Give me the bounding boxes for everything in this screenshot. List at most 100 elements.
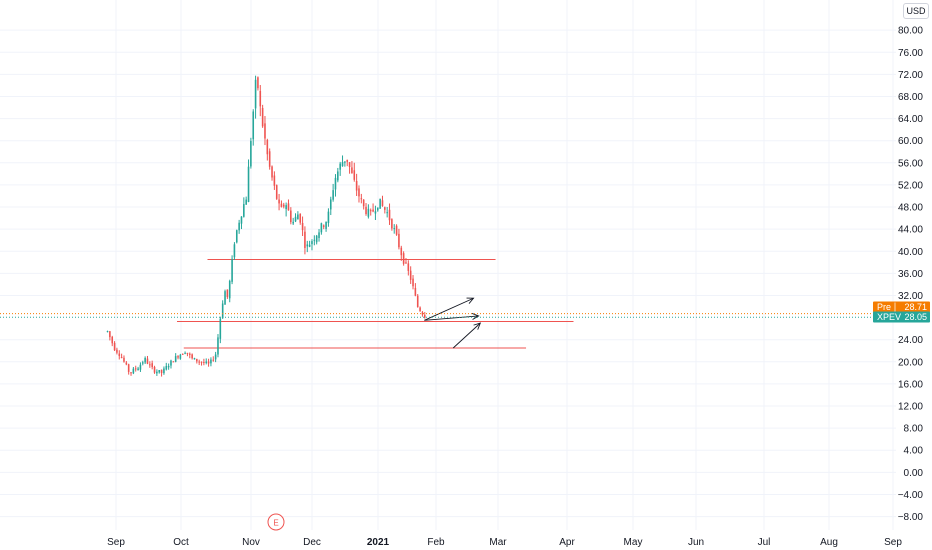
- y-tick-label: 64.00: [898, 114, 923, 125]
- trend-arrow[interactable]: [452, 322, 482, 349]
- y-tick-label: 72.00: [898, 70, 923, 81]
- x-tick-label: 2021: [367, 537, 390, 548]
- candle: [137, 366, 139, 371]
- candle: [160, 369, 163, 377]
- candle: [123, 355, 125, 363]
- x-tick-label: Oct: [173, 537, 189, 548]
- candle: [379, 198, 381, 209]
- candle-body: [158, 370, 161, 373]
- y-tick-label: 40.00: [898, 247, 923, 258]
- candle-body: [388, 209, 391, 221]
- candle-body: [224, 291, 226, 305]
- candle-body: [219, 318, 222, 339]
- candle-body: [130, 372, 132, 374]
- candle-body: [252, 111, 255, 140]
- candle: [221, 300, 224, 319]
- candle: [412, 275, 414, 290]
- candle-body: [367, 208, 370, 217]
- candle: [301, 216, 304, 237]
- currency-unit-label[interactable]: USD: [903, 3, 929, 19]
- candle-body: [341, 162, 344, 167]
- candle-body: [203, 361, 205, 363]
- candle-body: [250, 141, 252, 167]
- trend-arrow-shaft: [424, 297, 474, 321]
- y-tick-label: 24.00: [898, 335, 923, 346]
- candle: [113, 341, 116, 352]
- x-tick-label: Feb: [427, 537, 445, 548]
- candle-body: [400, 247, 403, 256]
- candle: [362, 199, 365, 210]
- candle-body: [294, 216, 297, 222]
- candle: [109, 330, 111, 341]
- candle: [165, 362, 168, 371]
- candle-body: [137, 368, 139, 371]
- candle-body: [146, 358, 149, 364]
- candle: [391, 218, 393, 231]
- candle: [280, 200, 283, 208]
- trend-arrow[interactable]: [424, 297, 475, 321]
- candle: [203, 358, 205, 366]
- earnings-marker[interactable]: E: [267, 513, 285, 531]
- y-tick-label: 44.00: [898, 225, 923, 236]
- candle-body: [207, 361, 210, 364]
- candle: [367, 204, 370, 219]
- price-axis[interactable]: 80.00 76.00 72.00 68.00 64.00 60.00 56.00 52.00…: [898, 26, 924, 523]
- y-tick-label: 0.00: [904, 468, 924, 479]
- candle: [212, 356, 215, 362]
- candle: [351, 161, 353, 174]
- candle-body: [311, 241, 313, 245]
- candle: [369, 208, 372, 216]
- y-tick-label: 76.00: [898, 48, 923, 59]
- candle: [355, 173, 358, 197]
- x-tick-label: Dec: [303, 537, 321, 548]
- candle-body: [275, 185, 278, 199]
- trend-arrow-head: [466, 297, 475, 304]
- support-resistance-lines[interactable]: [176, 259, 574, 349]
- candle: [282, 202, 285, 209]
- candle: [172, 361, 175, 363]
- candle: [141, 360, 144, 366]
- candle: [278, 193, 280, 211]
- price-badge-name: Pre: [877, 302, 891, 312]
- candle-body: [184, 352, 186, 354]
- trend-arrows[interactable]: [424, 297, 482, 349]
- candle-body: [386, 212, 388, 214]
- candle: [299, 213, 302, 225]
- candle-body: [109, 331, 111, 338]
- candle: [405, 257, 407, 264]
- candle: [273, 171, 276, 190]
- candle-body: [266, 139, 269, 155]
- candle: [318, 229, 320, 242]
- candle-body: [362, 199, 365, 207]
- candle-body: [287, 203, 290, 211]
- candle-body: [188, 353, 191, 355]
- candle-body: [374, 211, 377, 214]
- candle-body: [346, 159, 349, 162]
- candle: [376, 207, 379, 212]
- candle-body: [116, 349, 118, 353]
- candle: [407, 260, 410, 276]
- x-tick-label: Mar: [489, 537, 507, 548]
- candle: [153, 365, 156, 374]
- candle: [231, 255, 233, 285]
- candle: [327, 208, 330, 227]
- candle: [257, 76, 259, 91]
- candle-body: [344, 161, 346, 163]
- candle-body: [127, 364, 130, 372]
- candle-body: [280, 203, 283, 207]
- candle-body: [193, 358, 196, 360]
- candle-body: [231, 258, 233, 282]
- trend-arrow[interactable]: [424, 312, 480, 321]
- time-axis[interactable]: Sep Oct Nov Dec 2021 Feb Mar Apr May Jun Jul Aug Sep: [107, 537, 902, 548]
- candle-body: [416, 295, 419, 308]
- candle: [210, 357, 212, 367]
- candle: [386, 207, 388, 218]
- candlestick-series: [106, 75, 426, 377]
- candle-body: [407, 263, 410, 271]
- candle: [337, 167, 339, 183]
- candle: [264, 116, 266, 146]
- candle: [181, 353, 184, 355]
- candle-body: [282, 204, 285, 207]
- candle-body: [391, 219, 393, 229]
